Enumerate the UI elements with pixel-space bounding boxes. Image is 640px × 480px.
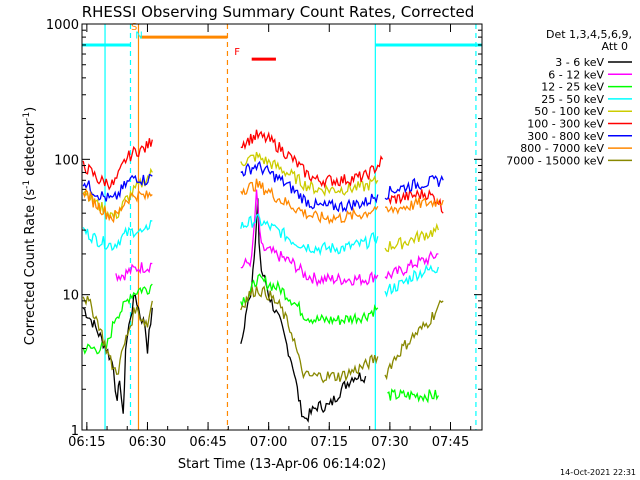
legend-label-4: 50 - 100 keV	[534, 105, 604, 118]
legend-label-1: 6 - 12 keV	[548, 68, 604, 81]
y-tick-label: 100	[54, 153, 79, 168]
series-1-segment-2	[384, 250, 439, 280]
y-axis-label-main: Corrected Count Rate (s	[23, 189, 38, 346]
axes: 06:15 06:30 06:45 07:00 07:15 07:30 07:45 1 10 10…	[46, 18, 483, 450]
series-4-segment-2	[384, 222, 440, 253]
series-3-segment-1	[240, 213, 379, 257]
series-4-segment-1	[240, 151, 379, 197]
y-tick-label: 1	[71, 424, 79, 439]
plot-area: SN F	[82, 22, 482, 430]
chart-title: RHESSI Observing Summary Count Rates, Co…	[82, 3, 475, 21]
legend-label-3: 25 - 50 keV	[541, 93, 604, 106]
legend-label-8: 7000 - 15000 keV	[506, 154, 604, 167]
y-axis-label-sup2: -1	[22, 112, 32, 121]
series-2-segment-1	[240, 273, 379, 326]
x-tick-label: 06:15	[68, 435, 105, 450]
data-series	[82, 129, 444, 423]
plot-frame	[81, 23, 483, 431]
series-8-segment-2	[384, 299, 444, 381]
series-1-segment-0	[115, 262, 153, 283]
series-5-segment-2	[387, 188, 444, 214]
y-axis-label-sup1: -1	[22, 180, 32, 189]
marker-flag-f: F	[234, 47, 240, 58]
y-axis-label-mid: detector	[23, 120, 38, 180]
series-3-segment-0	[82, 219, 153, 252]
legend-header-attenuator: Att 0	[602, 40, 628, 53]
legend-label-5: 100 - 300 keV	[527, 118, 604, 131]
x-tick-label: 07:45	[432, 435, 469, 450]
x-tick-label: 07:15	[311, 435, 348, 450]
legend-label-0: 3 - 6 keV	[555, 56, 604, 69]
legend-header-detectors: Det 1,3,4,5,6,9,	[546, 28, 632, 41]
series-7-segment-0	[82, 187, 153, 224]
series-3-segment-2	[384, 263, 440, 298]
series-6-segment-0	[82, 173, 153, 202]
legend-label-7: 800 - 7000 keV	[520, 142, 604, 155]
legend-label-2: 12 - 25 keV	[541, 81, 604, 94]
marker-flag-s: S	[131, 22, 137, 33]
series-2-segment-2	[387, 388, 439, 404]
series-7-segment-2	[385, 196, 444, 215]
y-tick-label: 10	[62, 289, 79, 304]
series-6-segment-2	[384, 174, 444, 201]
x-tick-label: 07:30	[371, 435, 408, 450]
x-tick-label: 06:30	[129, 435, 166, 450]
series-8-segment-1	[240, 285, 379, 384]
series-7-segment-1	[240, 178, 379, 225]
y-axis-label: Corrected Count Rate (s-1 detector-1)	[22, 107, 38, 345]
series-5-segment-1	[240, 129, 384, 189]
x-axis-label: Start Time (13-Apr-06 06:14:02)	[178, 457, 386, 472]
marker-flag-n: N	[135, 31, 142, 42]
footer-timestamp: 14-Oct-2021 22:31	[560, 468, 636, 477]
series-6-segment-1	[240, 160, 379, 213]
time-markers: SN F	[82, 22, 482, 430]
series-1-segment-1	[240, 189, 379, 288]
series-2-segment-0	[82, 283, 153, 355]
series-8-segment-0	[82, 295, 153, 376]
x-tick-label: 06:45	[189, 435, 226, 450]
legend-label-6: 300 - 800 keV	[527, 130, 604, 143]
x-tick-label: 07:00	[250, 435, 287, 450]
y-tick-label: 1000	[46, 18, 79, 33]
series-5-segment-0	[82, 138, 153, 191]
y-axis-label-end: )	[23, 107, 38, 112]
